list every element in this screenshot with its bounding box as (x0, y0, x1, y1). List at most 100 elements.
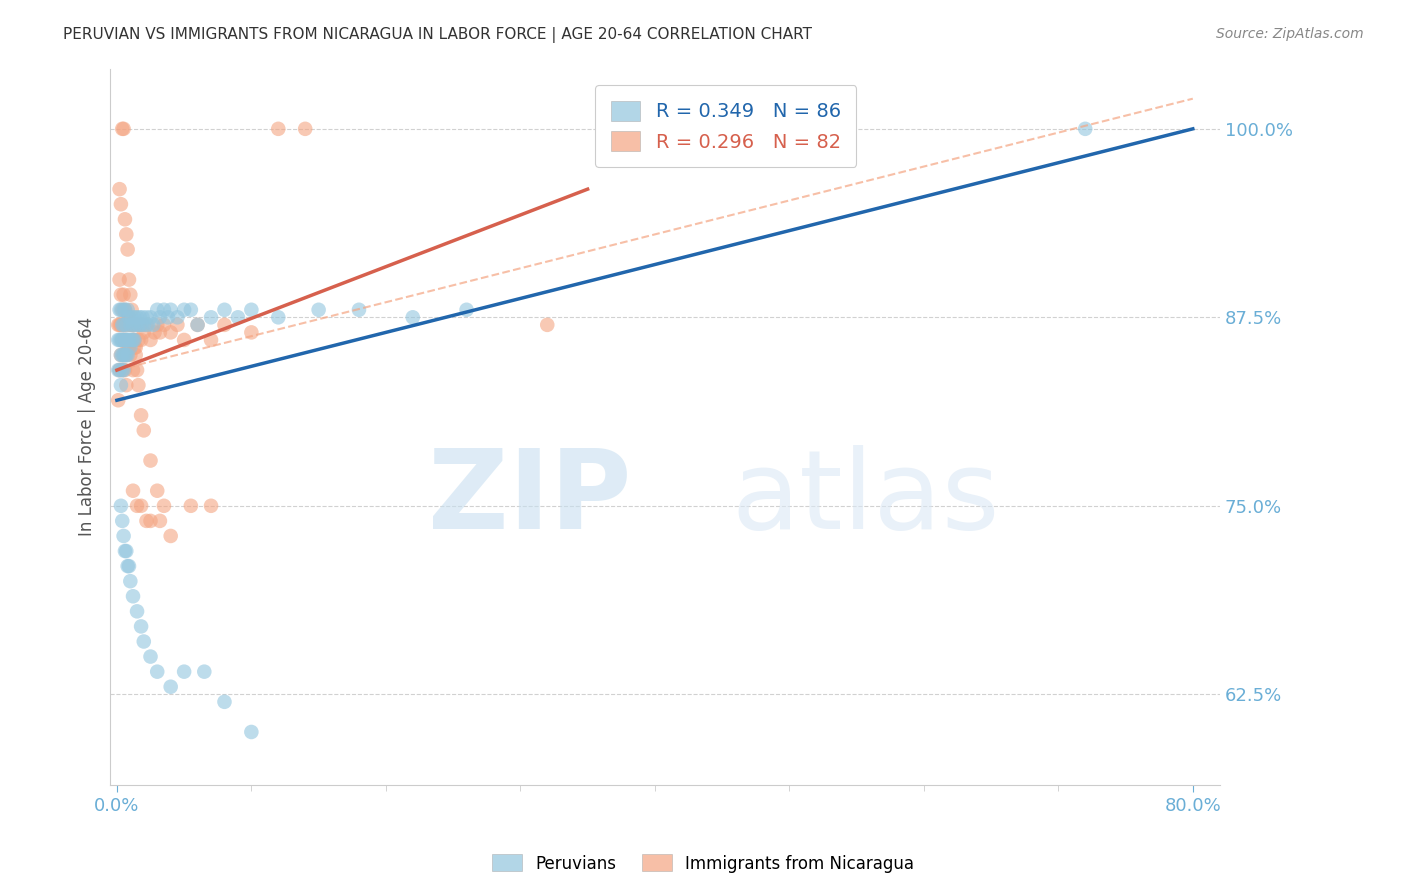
Point (112, 348, 135, 362)
Text: ZIP: ZIP (429, 445, 631, 552)
Point (124, 310, 146, 325)
Point (122, 333, 145, 347)
Point (129, 333, 152, 347)
Point (153, 318, 176, 332)
Point (121, 333, 143, 347)
Point (118, 333, 141, 347)
Point (294, 121, 316, 136)
Point (118, 310, 141, 325)
Point (127, 318, 149, 332)
Point (121, 302, 143, 317)
Point (114, 333, 136, 347)
Point (129, 499, 152, 513)
Point (149, 326, 172, 340)
Point (118, 559, 141, 574)
Point (124, 333, 146, 347)
Point (128, 310, 150, 325)
Point (110, 302, 132, 317)
Point (159, 326, 181, 340)
Point (115, 318, 138, 332)
Point (112, 302, 135, 317)
Point (122, 333, 145, 347)
Point (112, 121, 135, 136)
Y-axis label: In Labor Force | Age 20-64: In Labor Force | Age 20-64 (79, 317, 96, 536)
Point (146, 302, 169, 317)
Point (128, 318, 150, 332)
Point (200, 310, 222, 325)
Point (111, 121, 134, 136)
Point (107, 363, 129, 377)
Point (131, 318, 153, 332)
Point (1074, 121, 1097, 136)
Point (115, 544, 138, 558)
Point (115, 333, 138, 347)
Point (112, 287, 135, 301)
Point (240, 302, 263, 317)
Point (110, 318, 132, 332)
Point (117, 341, 139, 355)
Point (122, 363, 145, 377)
Point (114, 302, 136, 317)
Point (110, 499, 132, 513)
Point (159, 529, 181, 543)
Point (125, 348, 148, 362)
Point (146, 318, 169, 332)
Point (122, 318, 145, 332)
Point (125, 604, 148, 618)
Point (117, 333, 139, 347)
Point (139, 514, 162, 528)
Point (124, 333, 146, 347)
Point (112, 318, 135, 332)
Point (111, 363, 134, 377)
Point (114, 333, 136, 347)
Text: atlas: atlas (731, 445, 1000, 552)
Point (153, 499, 176, 513)
Point (125, 310, 148, 325)
Point (214, 695, 236, 709)
Point (111, 514, 134, 528)
Point (120, 341, 142, 355)
Point (112, 529, 135, 543)
Point (136, 318, 159, 332)
Point (114, 363, 136, 377)
Text: Source: ZipAtlas.com: Source: ZipAtlas.com (1216, 27, 1364, 41)
Point (173, 665, 195, 679)
Point (267, 121, 290, 136)
Point (110, 287, 132, 301)
Point (112, 333, 135, 347)
Point (120, 348, 142, 362)
Point (114, 348, 136, 362)
Point (117, 302, 139, 317)
Point (153, 302, 176, 317)
Point (111, 302, 134, 317)
Point (117, 310, 139, 325)
Point (124, 341, 146, 355)
Point (118, 272, 141, 286)
Point (132, 634, 155, 648)
Point (110, 348, 132, 362)
Point (115, 227, 138, 242)
Point (115, 318, 138, 332)
Point (107, 318, 129, 332)
Point (117, 559, 139, 574)
Point (132, 326, 155, 340)
Point (135, 514, 157, 528)
Point (115, 348, 138, 362)
Point (166, 318, 188, 332)
Point (108, 182, 131, 196)
Point (120, 287, 142, 301)
Point (117, 348, 139, 362)
Point (110, 348, 132, 362)
Point (111, 333, 134, 347)
Point (125, 341, 148, 355)
Point (139, 333, 162, 347)
Point (129, 409, 152, 423)
Point (187, 318, 209, 332)
Point (127, 378, 149, 392)
Point (118, 310, 141, 325)
Point (139, 310, 162, 325)
Point (240, 725, 263, 739)
Point (114, 544, 136, 558)
Point (173, 302, 195, 317)
Point (108, 318, 131, 332)
